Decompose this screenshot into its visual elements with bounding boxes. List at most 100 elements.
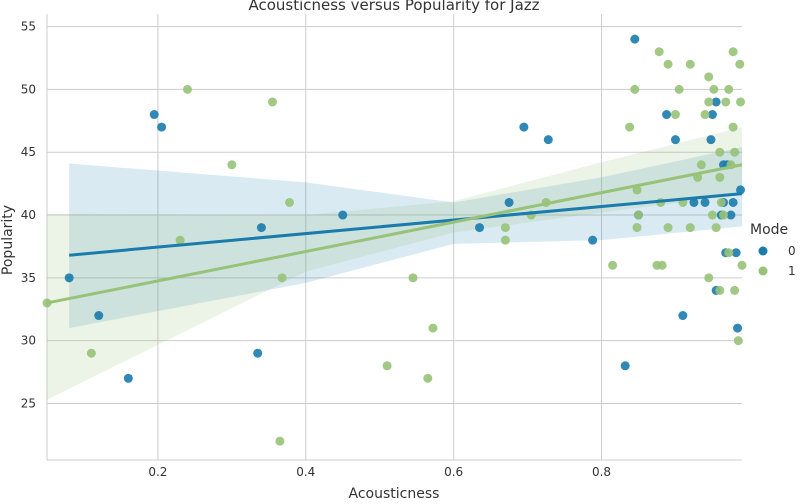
x-tick-label: 0.8 — [592, 465, 611, 479]
point-mode-1 — [268, 97, 278, 107]
point-mode-0 — [707, 110, 717, 120]
point-mode-1 — [733, 336, 743, 346]
point-mode-1 — [685, 223, 695, 233]
point-mode-1 — [715, 285, 725, 295]
point-mode-1 — [737, 260, 747, 270]
point-mode-0 — [256, 223, 266, 233]
point-mode-1 — [696, 160, 706, 170]
point-mode-0 — [149, 110, 159, 120]
point-mode-1 — [500, 235, 510, 245]
y-axis-label: Popularity — [0, 205, 16, 275]
point-mode-1 — [86, 348, 96, 358]
point-mode-1 — [709, 84, 719, 94]
y-tick-label: 45 — [21, 145, 36, 159]
legend-label-0: 0 — [788, 244, 796, 258]
point-mode-0 — [733, 323, 743, 333]
point-mode-0 — [588, 235, 598, 245]
point-mode-0 — [94, 311, 104, 321]
point-mode-1 — [382, 361, 392, 371]
y-tick-label: 40 — [21, 208, 36, 222]
confidence-band-mode-0 — [69, 147, 743, 329]
point-mode-0 — [64, 273, 74, 283]
confidence-bands — [47, 127, 743, 400]
point-mode-0 — [504, 197, 514, 207]
point-mode-1 — [685, 59, 695, 69]
point-mode-0 — [689, 197, 699, 207]
point-mode-1 — [625, 122, 635, 132]
point-mode-1 — [715, 147, 725, 157]
point-mode-0 — [475, 223, 485, 233]
legend-title: Mode — [750, 222, 788, 238]
point-mode-0 — [711, 97, 721, 107]
point-mode-1 — [285, 197, 295, 207]
point-mode-1 — [428, 323, 438, 333]
point-mode-0 — [338, 210, 348, 220]
point-mode-1 — [227, 160, 237, 170]
y-tick-label: 25 — [21, 396, 36, 410]
point-mode-1 — [182, 84, 192, 94]
point-mode-0 — [731, 248, 741, 258]
point-mode-1 — [736, 97, 746, 107]
point-mode-1 — [724, 248, 734, 258]
point-mode-1 — [500, 223, 510, 233]
point-mode-0 — [726, 210, 736, 220]
point-mode-1 — [721, 97, 731, 107]
point-mode-1 — [663, 223, 673, 233]
point-mode-1 — [724, 84, 734, 94]
point-mode-1 — [277, 273, 287, 283]
point-mode-1 — [711, 223, 721, 233]
point-mode-0 — [706, 135, 716, 145]
point-mode-1 — [700, 110, 710, 120]
point-mode-1 — [715, 172, 725, 182]
point-mode-1 — [735, 59, 745, 69]
point-mode-0 — [728, 197, 738, 207]
point-mode-0 — [678, 311, 688, 321]
regression-line-mode-0 — [69, 192, 743, 257]
y-tick-label: 30 — [21, 334, 36, 348]
point-mode-1 — [704, 273, 714, 283]
point-mode-1 — [630, 84, 640, 94]
point-mode-0 — [543, 135, 553, 145]
point-mode-0 — [670, 135, 680, 145]
chart-title: Acousticness versus Popularity for Jazz — [248, 0, 539, 14]
point-mode-1 — [423, 373, 433, 383]
legend: Mode 0 1 — [750, 222, 796, 278]
point-mode-0 — [620, 361, 630, 371]
point-mode-0 — [700, 197, 710, 207]
x-tick-label: 0.6 — [444, 465, 463, 479]
point-mode-0 — [253, 348, 263, 358]
point-mode-1 — [707, 210, 717, 220]
point-mode-0 — [157, 122, 167, 132]
legend-marker-0 — [758, 246, 768, 256]
point-mode-1 — [730, 285, 740, 295]
point-mode-1 — [670, 110, 680, 120]
legend-marker-1 — [758, 266, 768, 276]
y-tick-label: 35 — [21, 271, 36, 285]
point-mode-1 — [728, 47, 738, 57]
point-mode-1 — [719, 210, 729, 220]
data-points — [42, 34, 747, 446]
regression-line-mode-1 — [46, 163, 743, 305]
point-mode-1 — [704, 97, 714, 107]
point-mode-1 — [632, 223, 642, 233]
tick-labels: 0.2 0.4 0.6 0.8 25 30 35 40 45 50 55 — [21, 20, 611, 479]
x-tick-label: 0.4 — [296, 465, 315, 479]
point-mode-1 — [175, 235, 185, 245]
point-mode-1 — [663, 59, 673, 69]
point-mode-0 — [519, 122, 529, 132]
point-mode-1 — [632, 185, 642, 195]
x-tick-label: 0.2 — [148, 465, 167, 479]
confidence-band-mode-1 — [47, 127, 742, 400]
point-mode-0 — [662, 110, 672, 120]
y-tick-label: 55 — [21, 20, 36, 34]
point-mode-0 — [630, 34, 640, 44]
point-mode-1 — [657, 260, 667, 270]
legend-label-1: 1 — [788, 264, 796, 278]
point-mode-1 — [730, 147, 740, 157]
point-mode-1 — [608, 260, 618, 270]
point-mode-1 — [728, 122, 738, 132]
point-mode-1 — [704, 72, 714, 82]
point-mode-1 — [716, 197, 726, 207]
x-axis-label: Acousticness — [349, 486, 440, 500]
